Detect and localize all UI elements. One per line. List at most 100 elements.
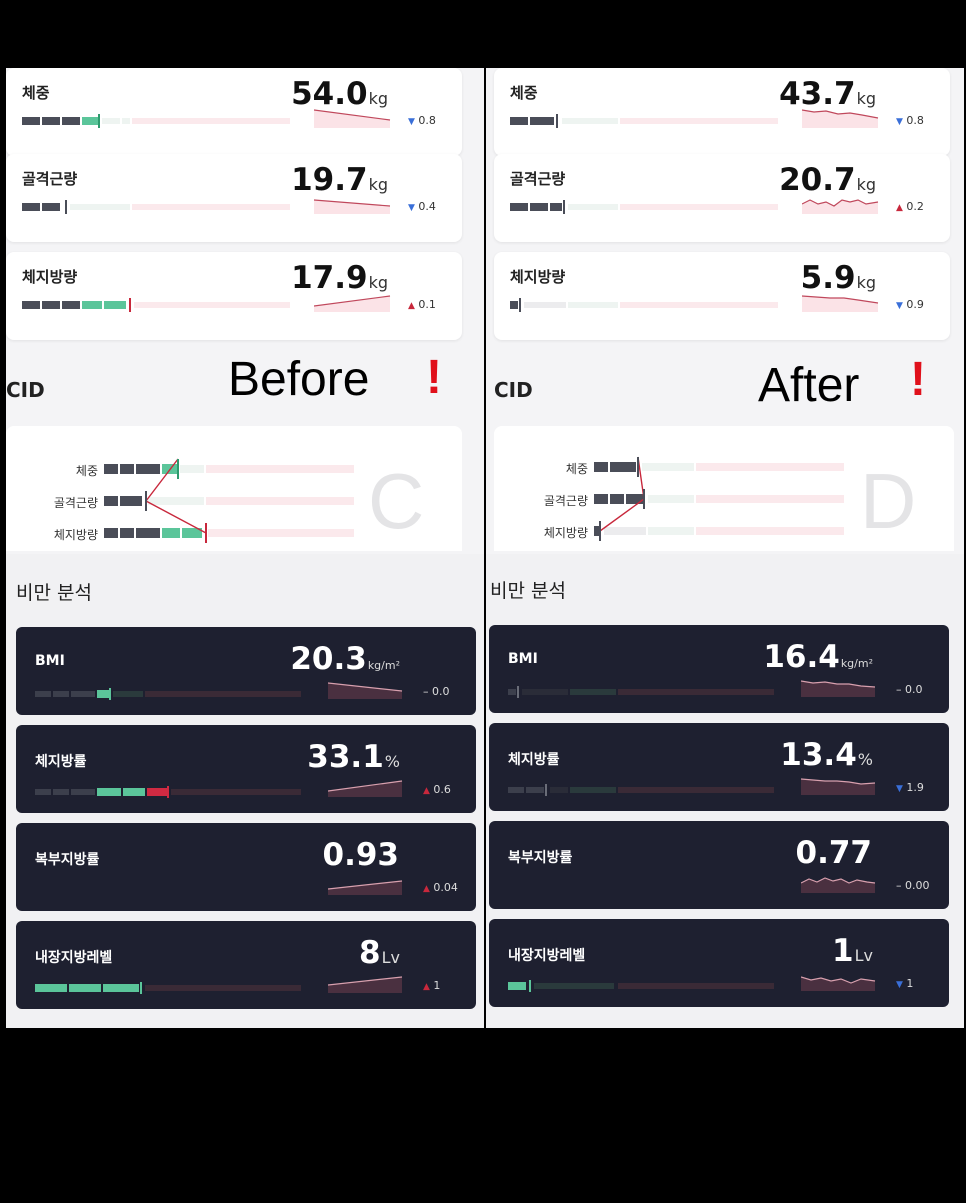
range-bar: [508, 784, 774, 796]
metric-card-weight[interactable]: 체중 54.0kg ▼ 0.8: [6, 68, 462, 156]
cid-heading: CID: [6, 378, 45, 402]
dash-icon: –: [896, 879, 902, 892]
after-panel: 체중 43.7kg ▼ 0.8 골격근량 20.7kg ▲ 0.2 체지방량 5…: [486, 68, 964, 1028]
range-bar: [35, 786, 301, 798]
cid-type-letter: D: [860, 457, 917, 545]
metric-value: 19.7kg: [291, 162, 388, 198]
down-triangle-icon: ▼: [896, 301, 903, 311]
cid-heading: CID: [494, 378, 533, 402]
metric-card-skeletal-muscle[interactable]: 골격근량 19.7kg ▼ 0.4: [6, 154, 462, 242]
trend-sparkline: [801, 778, 876, 795]
metric-label: 체지방량: [510, 268, 566, 286]
range-bar: [35, 982, 301, 994]
cid-row-label: 체중: [565, 462, 588, 476]
range-bar: [510, 298, 778, 312]
cid-row-label: 체지방량: [543, 526, 588, 540]
exclamation-icon: !: [910, 353, 926, 406]
cid-type-letter: C: [368, 457, 425, 545]
obesity-card-body-fat-percent[interactable]: 체지방률 13.4% ▼ 1.9: [489, 723, 949, 811]
metric-delta: ▲ 1: [423, 979, 441, 992]
metric-label: BMI: [35, 653, 65, 669]
trend-sparkline: [314, 295, 391, 312]
metric-value: 16.4kg/m²: [763, 639, 873, 675]
trend-sparkline: [328, 976, 403, 993]
metric-delta: ▲ 0.04: [423, 881, 458, 894]
before-headline: Before: [228, 353, 370, 406]
down-triangle-icon: ▼: [408, 203, 415, 213]
trend-sparkline: [802, 109, 879, 128]
before-panel: 체중 54.0kg ▼ 0.8 골격근량 19.7kg ▼ 0.4 체지방량 1…: [6, 68, 484, 1028]
cid-row-label: 골격근량: [53, 496, 98, 510]
metric-delta: ▼ 0.4: [408, 200, 436, 213]
metric-value: 0.77: [795, 835, 873, 871]
metric-delta: ▼ 0.9: [896, 298, 924, 311]
metric-value: 54.0kg: [291, 76, 388, 112]
range-bar: [508, 980, 774, 992]
metric-label: 복부지방률: [508, 850, 573, 866]
metric-value: 43.7kg: [779, 76, 876, 112]
range-bar: [510, 200, 778, 214]
metric-delta: ▼ 1.9: [896, 781, 924, 794]
range-bar: [35, 688, 301, 700]
obesity-card-bmi[interactable]: BMI 16.4kg/m² – 0.0: [489, 625, 949, 713]
trend-sparkline: [802, 199, 879, 214]
metric-value: 1Lv: [832, 933, 873, 969]
cid-shape-chart: [104, 458, 354, 543]
trend-sparkline: [328, 780, 403, 797]
trend-sparkline: [801, 680, 876, 697]
metric-label: 내장지방레벨: [508, 948, 586, 964]
metric-delta: ▲ 0.1: [408, 298, 436, 311]
cid-shape-chart: [594, 456, 844, 541]
metric-label: 체지방률: [508, 752, 560, 768]
obesity-card-abdominal-fat[interactable]: 복부지방률 0.93 ▲ 0.04: [16, 823, 476, 911]
metric-label: 골격근량: [22, 170, 78, 188]
metric-label: 복부지방률: [35, 852, 100, 868]
trend-sparkline: [314, 109, 391, 128]
range-bar: [22, 200, 290, 214]
up-triangle-icon: ▲: [423, 786, 430, 796]
up-triangle-icon: ▲: [408, 301, 415, 311]
down-triangle-icon: ▼: [408, 117, 415, 127]
obesity-card-body-fat-percent[interactable]: 체지방률 33.1% ▲ 0.6: [16, 725, 476, 813]
metric-delta: ▼ 0.8: [896, 114, 924, 127]
trend-sparkline: [801, 976, 876, 991]
metric-value: 33.1%: [307, 739, 400, 775]
metric-delta: – 0.00: [896, 879, 930, 892]
cid-row-label: 체중: [75, 464, 98, 478]
up-triangle-icon: ▲: [896, 203, 903, 213]
metric-card-body-fat-mass[interactable]: 체지방량 17.9kg ▲ 0.1: [6, 252, 462, 340]
metric-label: 내장지방레벨: [35, 950, 113, 966]
trend-sparkline: [801, 877, 876, 893]
down-triangle-icon: ▼: [896, 784, 903, 794]
range-bar: [22, 298, 290, 312]
metric-value: 8Lv: [359, 935, 400, 971]
exclamation-icon: !: [426, 351, 442, 404]
cid-chart-card: 체중 골격근량 체지방량 C: [6, 426, 462, 551]
trend-sparkline: [328, 880, 403, 895]
up-triangle-icon: ▲: [423, 982, 430, 992]
trend-sparkline: [328, 682, 403, 699]
down-triangle-icon: ▼: [896, 980, 903, 990]
metric-label: 골격근량: [510, 170, 566, 188]
metric-card-body-fat-mass[interactable]: 체지방량 5.9kg ▼ 0.9: [494, 252, 950, 340]
metric-card-skeletal-muscle[interactable]: 골격근량 20.7kg ▲ 0.2: [494, 154, 950, 242]
cid-row-label: 체지방량: [53, 528, 98, 542]
metric-card-weight[interactable]: 체중 43.7kg ▼ 0.8: [494, 68, 950, 156]
obesity-card-abdominal-fat[interactable]: 복부지방률 0.77 – 0.00: [489, 821, 949, 909]
metric-value: 13.4%: [780, 737, 873, 773]
obesity-card-visceral-fat[interactable]: 내장지방레벨 1Lv ▼ 1: [489, 919, 949, 1007]
obesity-card-bmi[interactable]: BMI 20.3kg/m² – 0.0: [16, 627, 476, 715]
metric-value: 17.9kg: [291, 260, 388, 296]
section-title: 비만 분석: [490, 580, 566, 602]
metric-value: 20.3kg/m²: [290, 641, 400, 677]
trend-sparkline: [314, 199, 391, 214]
metric-value: 0.93: [322, 837, 400, 873]
metric-delta: – 0.0: [423, 685, 450, 698]
range-bar: [510, 114, 778, 128]
dash-icon: –: [423, 685, 429, 698]
down-triangle-icon: ▼: [896, 117, 903, 127]
section-title: 비만 분석: [16, 582, 92, 604]
metric-delta: ▲ 0.2: [896, 200, 924, 213]
obesity-card-visceral-fat[interactable]: 내장지방레벨 8Lv ▲ 1: [16, 921, 476, 1009]
metric-delta: ▲ 0.6: [423, 783, 451, 796]
